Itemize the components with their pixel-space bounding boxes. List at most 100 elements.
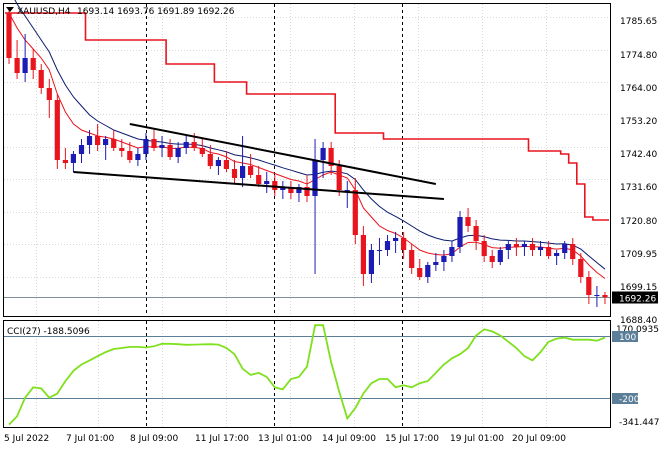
- candle: [562, 241, 568, 259]
- time-label: 13 Jul 01:00: [258, 434, 312, 444]
- candle: [393, 232, 399, 253]
- candle: [497, 247, 503, 265]
- indicator-panel[interactable]: [3, 320, 611, 428]
- current-price-tag: [612, 291, 658, 304]
- candle: [70, 151, 76, 172]
- candle: [384, 235, 391, 256]
- candle: [368, 244, 374, 283]
- candle-body: [344, 190, 350, 191]
- candle-body: [38, 70, 44, 88]
- candle-body: [159, 145, 165, 148]
- cci-level-100-tag: [612, 331, 638, 342]
- cci-level-minus200-label: -200: [619, 395, 640, 405]
- candle: [231, 160, 238, 184]
- candle-body: [175, 148, 181, 157]
- candle-body: [6, 13, 12, 58]
- time-axis: 5 Jul 2022 7 Jul 01:00 8 Jul 09:00 11 Ju…: [4, 434, 566, 444]
- candle-body: [336, 166, 342, 190]
- candle-body: [602, 295, 608, 298]
- candlesticks: [6, 10, 608, 307]
- candle-body: [111, 139, 117, 148]
- candle-body: [62, 160, 68, 163]
- candle-body: [264, 181, 270, 184]
- price-tick: 1742.40: [620, 150, 657, 160]
- candle: [344, 181, 350, 208]
- candle: [119, 139, 125, 157]
- candle-body: [433, 262, 439, 265]
- candle: [433, 253, 439, 271]
- candle: [586, 271, 592, 304]
- price-panel[interactable]: [3, 3, 611, 317]
- candle-body: [352, 190, 358, 235]
- candle: [537, 241, 544, 256]
- candle: [449, 241, 455, 262]
- price-tick: 1764.00: [620, 84, 657, 94]
- candle-body: [143, 139, 149, 154]
- candle: [465, 208, 471, 232]
- candle: [505, 241, 511, 259]
- candle-body: [594, 295, 600, 296]
- candle: [441, 250, 447, 271]
- candle-body: [521, 244, 527, 247]
- candle: [215, 157, 221, 175]
- indicator-label: CCI(27) -188.5096: [7, 327, 90, 337]
- cci-indicator: [4, 324, 610, 426]
- candle: [159, 136, 165, 157]
- candle-body: [272, 181, 278, 190]
- candle: [312, 139, 318, 274]
- candle-body: [409, 250, 415, 268]
- price-tick: 1709.95: [620, 250, 657, 260]
- candle: [602, 292, 608, 304]
- candle-body: [70, 154, 76, 163]
- candle: [328, 142, 334, 175]
- candle: [46, 79, 52, 118]
- price-tick: 1753.20: [620, 117, 657, 127]
- candle: [296, 184, 302, 202]
- candle-body: [465, 217, 471, 226]
- candle: [62, 148, 68, 169]
- candle: [352, 178, 358, 244]
- candle-body: [199, 148, 205, 154]
- candle: [594, 286, 600, 307]
- candle-body: [135, 154, 141, 160]
- chart-symbol-label: XAUUSD,H4: [17, 7, 71, 17]
- candle: [240, 136, 246, 187]
- candle: [143, 133, 149, 160]
- candle: [151, 130, 157, 151]
- candle: [376, 238, 383, 265]
- time-label: 20 Jul 09:00: [512, 434, 566, 444]
- chart-ohlc-readout: 1693.14 1693.76 1691.89 1692.26: [77, 7, 235, 17]
- price-tick: 1774.80: [620, 51, 657, 61]
- candle: [457, 211, 463, 253]
- candle-body: [562, 244, 568, 253]
- candle: [489, 250, 495, 268]
- candle: [6, 10, 12, 64]
- candle: [417, 259, 423, 280]
- candle-body: [14, 58, 20, 73]
- candle-body: [554, 253, 560, 256]
- time-label: 19 Jul 01:00: [450, 434, 504, 444]
- candle-body: [441, 256, 447, 262]
- candle-body: [529, 244, 536, 250]
- candle: [570, 238, 576, 265]
- candle-body: [457, 217, 463, 247]
- candle-body: [183, 142, 189, 148]
- candle-body: [473, 226, 479, 241]
- candle: [38, 64, 44, 94]
- candle: [22, 34, 28, 82]
- candle: [199, 139, 205, 157]
- candle: [95, 124, 101, 151]
- candle: [409, 244, 415, 274]
- candle-body: [393, 238, 399, 241]
- candle-body: [127, 151, 133, 160]
- cci-level-minus200-tag: [612, 393, 638, 404]
- time-label: 8 Jul 09:00: [130, 434, 179, 444]
- trendlines[interactable]: [73, 123, 444, 200]
- trendline: [73, 171, 444, 200]
- collapse-triangle-icon[interactable]: [6, 7, 14, 12]
- candle-body: [223, 160, 229, 169]
- candle-body: [546, 247, 552, 256]
- candle-body: [497, 250, 503, 262]
